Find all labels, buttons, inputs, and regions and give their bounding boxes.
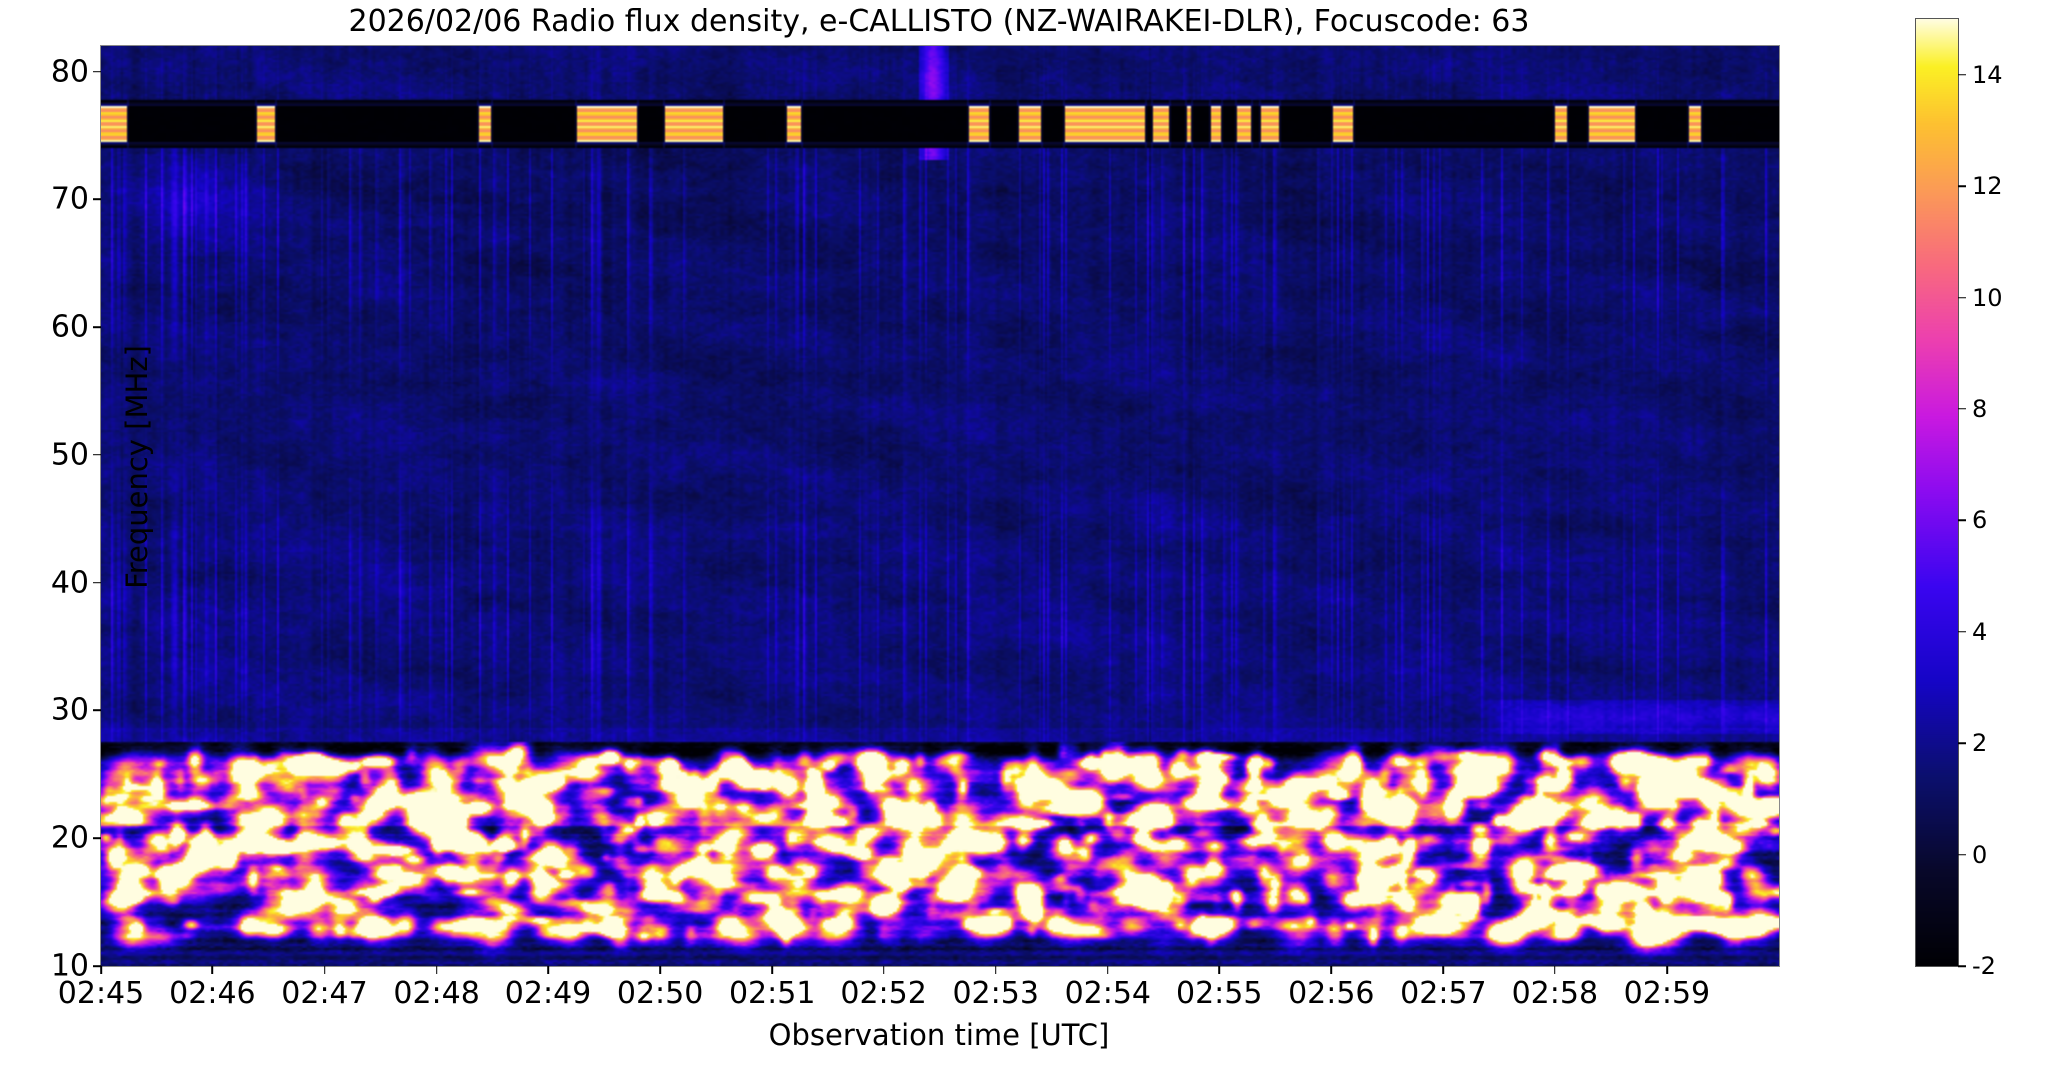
x-tick-label: 02:47 xyxy=(281,976,368,1011)
colorbar-tick-mark xyxy=(1958,408,1966,410)
x-tick-mark xyxy=(1554,966,1556,974)
colorbar[interactable]: 14 12 10 8 6 4 2 0 -2 xyxy=(1915,18,2003,980)
y-tick-label: 10 xyxy=(50,948,89,984)
y-tick-mark xyxy=(93,70,101,73)
x-tick-mark xyxy=(994,966,997,974)
x-tick-mark xyxy=(547,966,549,974)
colorbar-tick-label: 4 xyxy=(1972,617,1988,646)
x-tick-mark xyxy=(211,966,214,974)
spectrogram-axes[interactable]: Frequency [MHz] 80 70 60 50 40 30 20 10 02:45 02… xyxy=(51,45,1780,1011)
page-title: 2026/02/06 Radio flux density, e-CALLIST… xyxy=(348,4,1530,39)
colorbar-tick-label: 8 xyxy=(1972,394,1988,423)
x-tick-mark xyxy=(1218,966,1221,974)
colorbar-tick-mark xyxy=(1958,296,1966,299)
y-tick-label: 60 xyxy=(50,309,89,345)
colorbar-gradient xyxy=(1916,19,1958,966)
colorbar-tick-mark xyxy=(1958,742,1966,744)
x-tick-mark xyxy=(771,966,773,974)
x-tick-label: 02:45 xyxy=(57,976,145,1011)
colorbar-tick-label: 10 xyxy=(1972,283,2003,312)
x-tick-label: 02:56 xyxy=(1288,976,1375,1011)
y-tick-mark xyxy=(93,709,101,712)
x-tick-mark xyxy=(323,966,326,974)
spectrogram-image[interactable] xyxy=(101,46,1779,966)
y-tick-mark xyxy=(93,326,101,328)
colorbar-tick-mark xyxy=(1958,519,1966,522)
colorbar-tick-mark xyxy=(1958,631,1966,633)
x-tick-label: 02:52 xyxy=(840,976,927,1011)
x-tick-label: 02:54 xyxy=(1064,976,1152,1011)
x-tick-label: 02:55 xyxy=(1175,976,1263,1011)
x-tick-label: 02:49 xyxy=(504,976,592,1011)
y-tick-mark xyxy=(93,454,101,456)
x-tick-mark xyxy=(435,966,438,974)
x-tick-mark xyxy=(659,966,661,974)
colorbar-tick-mark xyxy=(1958,73,1966,76)
x-tick-mark xyxy=(1666,966,1668,974)
y-tick-label: 50 xyxy=(50,437,89,473)
y-axis-label: Frequency [MHz] xyxy=(120,345,154,589)
colorbar-tick-mark xyxy=(1958,965,1966,967)
x-tick-mark xyxy=(1107,966,1109,974)
x-tick-label: 02:51 xyxy=(728,976,816,1011)
x-tick-mark xyxy=(1330,966,1333,974)
x-tick-label: 02:53 xyxy=(952,976,1039,1011)
colorbar-tick-label: 0 xyxy=(1972,840,1988,869)
colorbar-tick-label: 6 xyxy=(1972,506,1988,535)
y-tick-label: 30 xyxy=(50,692,89,728)
colorbar-tick-mark xyxy=(1958,185,1966,187)
y-tick-mark xyxy=(93,581,101,584)
colorbar-tick-label: -2 xyxy=(1972,952,1996,980)
y-tick-mark xyxy=(93,837,101,840)
colorbar-tick-label: 2 xyxy=(1972,729,1988,758)
y-tick-mark xyxy=(93,965,101,967)
x-tick-label: 02:50 xyxy=(616,976,704,1011)
y-tick-label: 70 xyxy=(50,181,89,217)
colorbar-tick-mark xyxy=(1958,853,1966,856)
y-tick-label: 20 xyxy=(50,820,89,856)
x-tick-label: 02:57 xyxy=(1400,976,1487,1011)
x-tick-label: 02:48 xyxy=(393,976,480,1011)
y-tick-label: 80 xyxy=(50,54,89,90)
colorbar-tick-label: 14 xyxy=(1972,60,2003,89)
colorbar-tick-label: 12 xyxy=(1972,172,2003,201)
x-tick-label: 02:58 xyxy=(1511,976,1599,1011)
y-tick-mark xyxy=(93,198,101,201)
x-tick-label: 02:46 xyxy=(169,976,256,1011)
y-tick-label: 40 xyxy=(50,565,89,601)
x-tick-mark xyxy=(882,966,885,974)
x-tick-mark xyxy=(1442,966,1445,974)
x-tick-mark xyxy=(100,966,102,974)
x-axis-label: Observation time [UTC] xyxy=(768,1018,1110,1052)
x-tick-label: 02:59 xyxy=(1623,976,1711,1011)
